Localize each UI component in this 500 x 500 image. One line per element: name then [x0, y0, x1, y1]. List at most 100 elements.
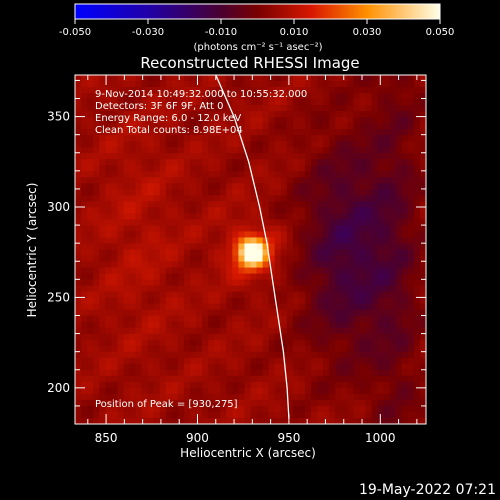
heatmap-cell [329, 159, 336, 166]
heatmap-cell [202, 231, 209, 239]
heatmap-cell [220, 87, 227, 94]
heatmap-cell [389, 411, 397, 419]
heatmap-cell [244, 291, 252, 299]
heatmap-cell [147, 159, 155, 166]
heatmap-cell [311, 183, 318, 190]
heatmap-cell [250, 279, 258, 287]
heatmap-cell [280, 135, 288, 142]
heatmap-cell [135, 309, 143, 317]
heatmap-cell [244, 405, 252, 413]
heatmap-cell [407, 327, 415, 335]
heatmap-cell [196, 93, 203, 100]
heatmap-cell [93, 339, 100, 347]
heatmap-cell [329, 141, 336, 148]
heatmap-cell [329, 87, 336, 94]
heatmap-cell [262, 309, 270, 317]
heatmap-cell [359, 297, 367, 305]
heatmap-cell [298, 177, 306, 184]
heatmap-cell [244, 207, 252, 214]
heatmap-cell [377, 279, 385, 287]
heatmap-cell [111, 255, 118, 263]
heatmap-cell [250, 183, 258, 190]
heatmap-cell [323, 279, 330, 287]
heatmap-cell [292, 225, 300, 233]
heatmap-cell [274, 381, 282, 389]
heatmap-cell [311, 285, 318, 293]
heatmap-cell [135, 183, 143, 190]
heatmap-cell [232, 207, 239, 214]
heatmap-cell [123, 309, 131, 317]
heatmap-cell [123, 393, 131, 401]
heatmap-cell [401, 399, 409, 407]
heatmap-cell [311, 171, 318, 178]
heatmap-cell [286, 369, 294, 377]
heatmap-cell [323, 159, 330, 166]
heatmap-cell [123, 273, 131, 281]
heatmap-cell [401, 141, 409, 148]
heatmap-cell [365, 207, 373, 214]
heatmap-cell [93, 231, 100, 239]
heatmap-cell [262, 117, 270, 124]
heatmap-cell [298, 93, 306, 100]
heatmap-cell [395, 339, 403, 347]
heatmap-cell [365, 159, 373, 166]
heatmap-cell [153, 255, 161, 263]
heatmap-cell [268, 201, 276, 208]
heatmap-cell [87, 243, 94, 251]
heatmap-cell [419, 249, 426, 257]
heatmap-cell [353, 123, 361, 130]
heatmap-cell [256, 237, 264, 245]
heatmap-cell [99, 291, 106, 299]
heatmap-cell [298, 117, 306, 124]
heatmap-cell [123, 201, 131, 208]
heatmap-cell [323, 201, 330, 208]
heatmap-cell [359, 195, 367, 202]
heatmap-cell [75, 129, 82, 136]
heatmap-cell [123, 405, 131, 413]
heatmap-cell [317, 357, 324, 365]
heatmap-cell [232, 333, 239, 341]
heatmap-cell [117, 123, 125, 130]
heatmap-cell [183, 267, 191, 275]
heatmap-cell [250, 243, 258, 251]
heatmap-cell [81, 261, 88, 269]
heatmap-cell [93, 393, 100, 401]
heatmap-cell [135, 399, 143, 407]
heatmap-cell [105, 141, 112, 148]
heatmap-cell [292, 369, 300, 377]
heatmap-cell [371, 195, 379, 202]
heatmap-cell [377, 345, 385, 353]
heatmap-cell [111, 75, 118, 82]
heatmap-cell [419, 75, 426, 82]
heatmap-cell [189, 165, 197, 172]
heatmap-cell [365, 219, 373, 227]
heatmap-cell [335, 159, 342, 166]
heatmap-cell [226, 369, 233, 377]
heatmap-cell [365, 195, 373, 202]
heatmap-cell [135, 177, 143, 184]
heatmap-cell [244, 297, 252, 305]
heatmap-cell [129, 183, 137, 190]
heatmap-cell [189, 75, 197, 82]
heatmap-cell [304, 315, 312, 323]
heatmap-cell [280, 315, 288, 323]
heatmap-cell [232, 177, 239, 184]
heatmap-cell [117, 297, 125, 305]
heatmap-cell [280, 129, 288, 136]
heatmap-cell [147, 87, 155, 94]
heatmap-cell [135, 357, 143, 365]
heatmap-cell [389, 81, 397, 88]
heatmap-cell [419, 399, 426, 407]
heatmap-cell [311, 261, 318, 269]
heatmap-cell [220, 333, 227, 341]
heatmap-cell [171, 297, 179, 305]
heatmap-cell [292, 291, 300, 299]
heatmap-cell [208, 135, 215, 142]
heatmap-cell [220, 81, 227, 88]
heatmap-cell [226, 387, 233, 395]
heatmap-cell [141, 285, 149, 293]
heatmap-cell [220, 375, 227, 383]
heatmap-cell [129, 171, 137, 178]
heatmap-cell [214, 261, 221, 269]
heatmap-cell [135, 141, 143, 148]
